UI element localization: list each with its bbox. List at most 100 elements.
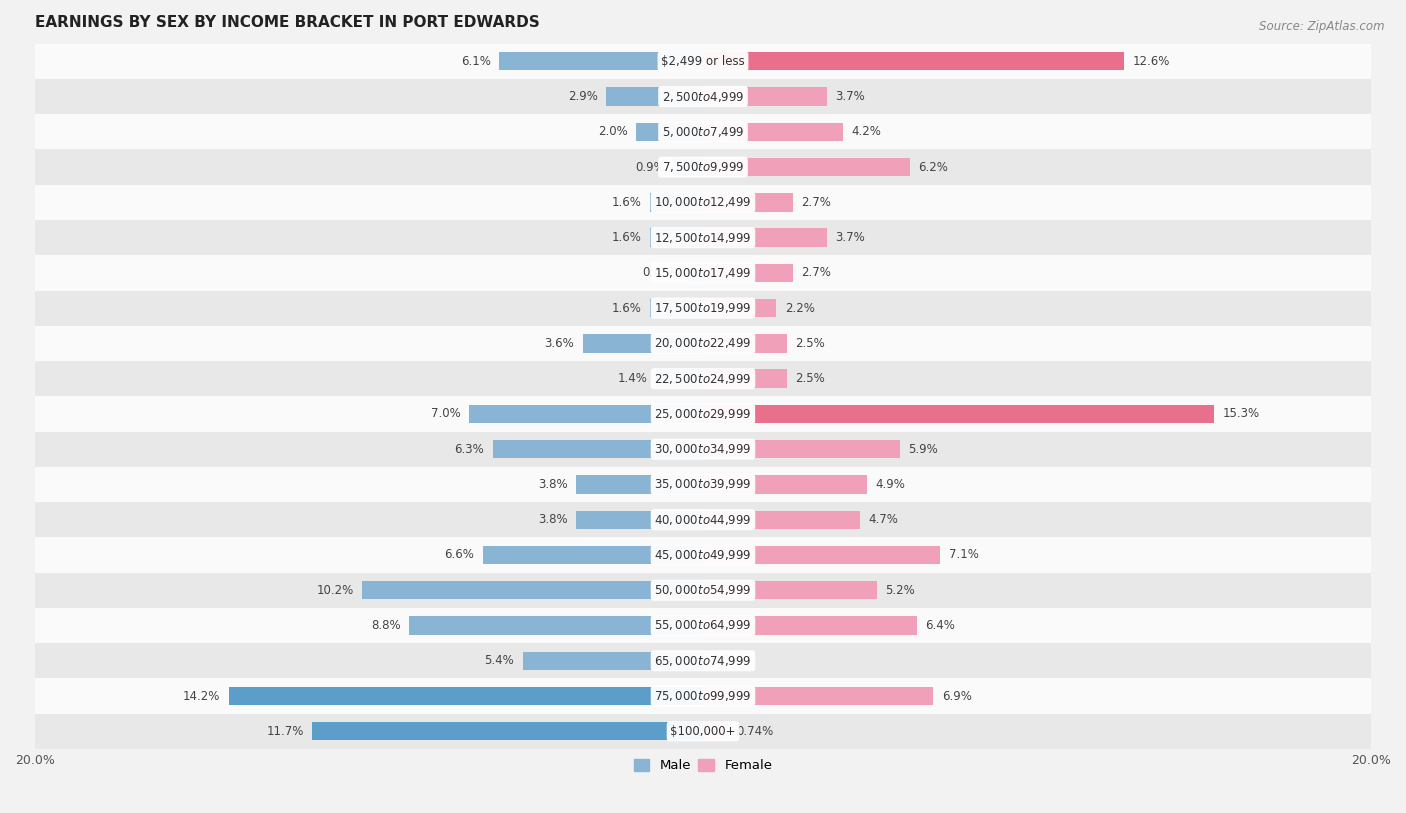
Bar xyxy=(35,432,1371,467)
Bar xyxy=(703,228,827,247)
Bar xyxy=(703,52,1123,71)
Text: 11.7%: 11.7% xyxy=(267,724,304,737)
Text: $20,000 to $22,499: $20,000 to $22,499 xyxy=(654,337,752,350)
Text: 10.2%: 10.2% xyxy=(316,584,354,597)
Text: $2,499 or less: $2,499 or less xyxy=(661,54,745,67)
Text: 6.4%: 6.4% xyxy=(925,619,955,632)
Bar xyxy=(35,290,1371,326)
Text: $35,000 to $39,999: $35,000 to $39,999 xyxy=(654,477,752,491)
Text: $25,000 to $29,999: $25,000 to $29,999 xyxy=(654,407,752,421)
Text: 6.9%: 6.9% xyxy=(942,689,972,702)
Bar xyxy=(409,616,703,635)
Bar xyxy=(35,608,1371,643)
Bar xyxy=(657,369,703,388)
Text: $40,000 to $44,999: $40,000 to $44,999 xyxy=(654,513,752,527)
Bar xyxy=(229,687,703,705)
Text: 3.7%: 3.7% xyxy=(835,90,865,103)
Bar xyxy=(703,158,910,176)
Text: 4.7%: 4.7% xyxy=(869,513,898,526)
Text: $65,000 to $74,999: $65,000 to $74,999 xyxy=(654,654,752,667)
Bar xyxy=(35,467,1371,502)
Bar xyxy=(363,581,703,599)
Bar xyxy=(673,158,703,176)
Bar xyxy=(35,44,1371,79)
Bar xyxy=(492,440,703,459)
Bar xyxy=(582,334,703,353)
Bar xyxy=(35,396,1371,432)
Bar xyxy=(35,255,1371,290)
Bar xyxy=(35,185,1371,220)
Bar xyxy=(470,405,703,423)
Bar xyxy=(312,722,703,741)
Text: 7.0%: 7.0% xyxy=(432,407,461,420)
Text: 2.7%: 2.7% xyxy=(801,196,831,209)
Bar xyxy=(35,326,1371,361)
Text: 1.6%: 1.6% xyxy=(612,196,641,209)
Text: $10,000 to $12,499: $10,000 to $12,499 xyxy=(654,195,752,209)
Bar xyxy=(688,263,703,282)
Bar xyxy=(703,263,793,282)
Bar xyxy=(35,220,1371,255)
Text: 1.6%: 1.6% xyxy=(612,302,641,315)
Text: $2,500 to $4,999: $2,500 to $4,999 xyxy=(662,89,744,103)
Text: 2.2%: 2.2% xyxy=(785,302,814,315)
Bar xyxy=(35,537,1371,572)
Text: 4.9%: 4.9% xyxy=(875,478,905,491)
Text: $50,000 to $54,999: $50,000 to $54,999 xyxy=(654,583,752,598)
Text: 1.4%: 1.4% xyxy=(619,372,648,385)
Bar xyxy=(650,228,703,247)
Text: 2.7%: 2.7% xyxy=(801,267,831,280)
Bar xyxy=(606,87,703,106)
Bar xyxy=(703,581,877,599)
Text: 6.3%: 6.3% xyxy=(454,443,484,455)
Text: 12.6%: 12.6% xyxy=(1132,54,1170,67)
Text: $100,000+: $100,000+ xyxy=(671,724,735,737)
Text: 6.2%: 6.2% xyxy=(918,161,948,174)
Text: 5.9%: 5.9% xyxy=(908,443,938,455)
Text: 6.6%: 6.6% xyxy=(444,549,474,562)
Text: 6.1%: 6.1% xyxy=(461,54,491,67)
Bar xyxy=(703,87,827,106)
Bar xyxy=(703,476,866,493)
Text: 1.6%: 1.6% xyxy=(612,231,641,244)
Bar xyxy=(703,616,917,635)
Bar xyxy=(703,123,844,141)
Text: 4.2%: 4.2% xyxy=(852,125,882,138)
Text: $75,000 to $99,999: $75,000 to $99,999 xyxy=(654,689,752,703)
Bar xyxy=(35,502,1371,537)
Text: 0.74%: 0.74% xyxy=(737,724,773,737)
Text: 0.9%: 0.9% xyxy=(636,161,665,174)
Text: 3.8%: 3.8% xyxy=(538,478,568,491)
Bar xyxy=(703,299,776,317)
Text: $55,000 to $64,999: $55,000 to $64,999 xyxy=(654,619,752,633)
Text: 15.3%: 15.3% xyxy=(1222,407,1260,420)
Bar xyxy=(499,52,703,71)
Bar xyxy=(703,687,934,705)
Bar xyxy=(35,678,1371,714)
Bar xyxy=(482,546,703,564)
Text: $15,000 to $17,499: $15,000 to $17,499 xyxy=(654,266,752,280)
Bar xyxy=(703,440,900,459)
Text: $5,000 to $7,499: $5,000 to $7,499 xyxy=(662,125,744,139)
Bar xyxy=(35,150,1371,185)
Bar xyxy=(35,361,1371,396)
Text: 0.0%: 0.0% xyxy=(711,654,741,667)
Text: $22,500 to $24,999: $22,500 to $24,999 xyxy=(654,372,752,385)
Text: 2.0%: 2.0% xyxy=(598,125,628,138)
Bar xyxy=(35,714,1371,749)
Bar xyxy=(703,546,941,564)
Text: 2.5%: 2.5% xyxy=(794,337,824,350)
Text: 0.45%: 0.45% xyxy=(643,267,679,280)
Text: 2.5%: 2.5% xyxy=(794,372,824,385)
Text: $30,000 to $34,999: $30,000 to $34,999 xyxy=(654,442,752,456)
Bar xyxy=(703,405,1213,423)
Text: 8.8%: 8.8% xyxy=(371,619,401,632)
Bar xyxy=(703,369,786,388)
Text: 3.8%: 3.8% xyxy=(538,513,568,526)
Bar xyxy=(523,651,703,670)
Bar xyxy=(35,79,1371,114)
Legend: Male, Female: Male, Female xyxy=(628,754,778,777)
Text: $7,500 to $9,999: $7,500 to $9,999 xyxy=(662,160,744,174)
Bar xyxy=(35,114,1371,150)
Bar xyxy=(576,511,703,529)
